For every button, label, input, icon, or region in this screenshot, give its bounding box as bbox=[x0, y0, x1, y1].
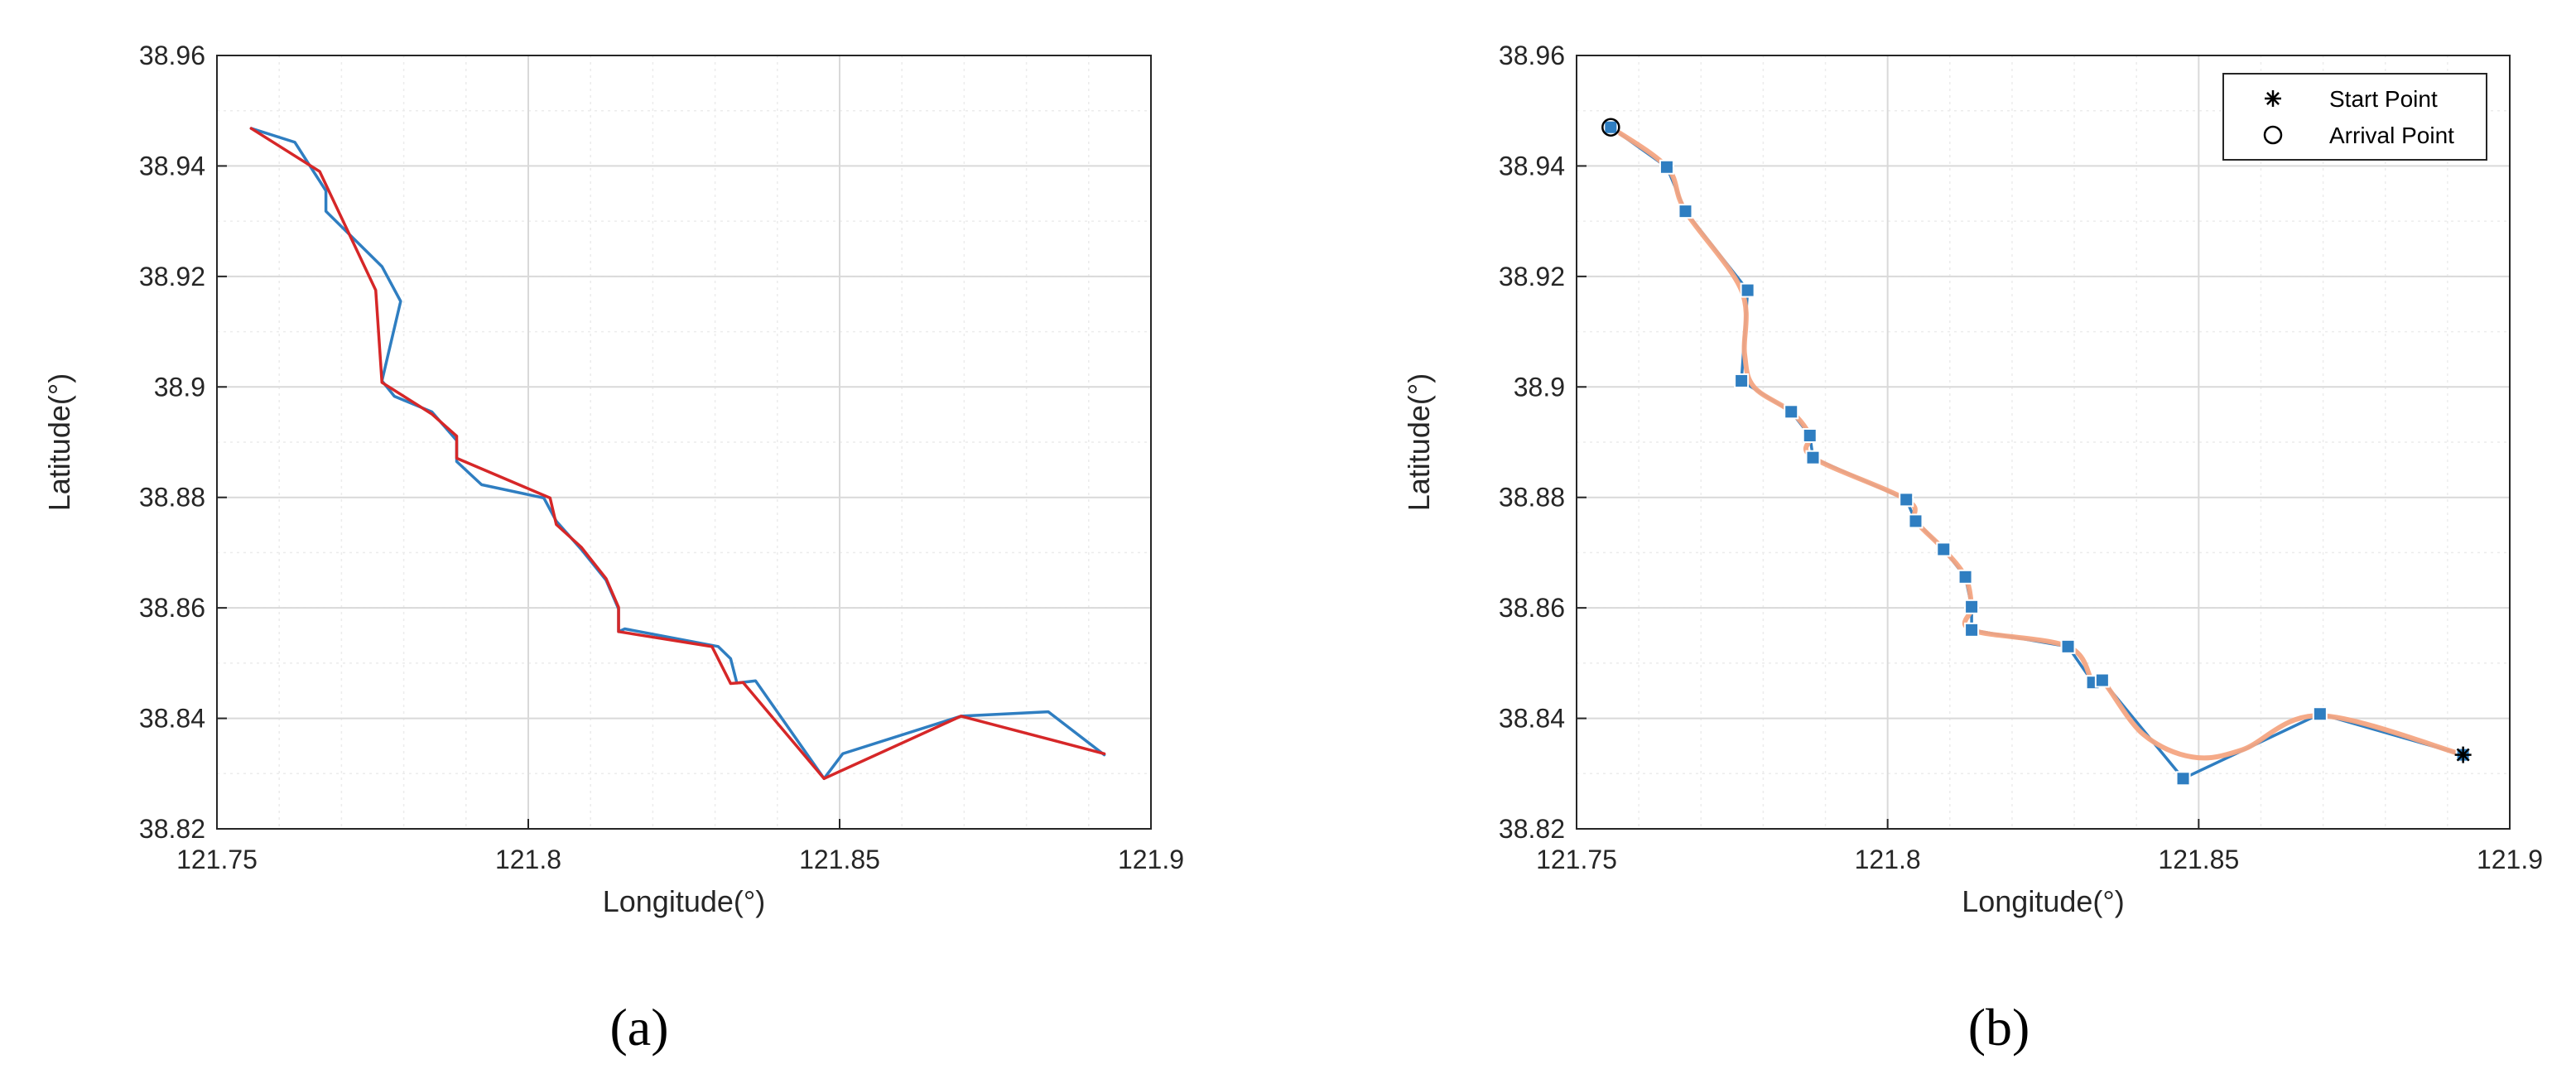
chart-a: 121.75 121.8 121.85 121.9 38.82 38.84 38.86 38.… bbox=[42, 41, 1184, 918]
chart-b-arrival-point-marker bbox=[1601, 118, 1620, 137]
chart-b-series-1-point bbox=[1805, 450, 1821, 465]
chart-b-series-1-point bbox=[1603, 119, 1619, 135]
chart-a-axes-box bbox=[216, 55, 1152, 830]
chart-b-legend: Start Point Arrival Point bbox=[2222, 73, 2487, 161]
chart-b-y-tick-label: 38.94 bbox=[1499, 151, 1565, 181]
chart-b-y-tick-label: 38.82 bbox=[1499, 814, 1565, 844]
chart-b-series-1-point bbox=[2175, 771, 2191, 787]
chart-a-y-tick-label: 38.84 bbox=[139, 704, 205, 734]
chart-a-series-1-line bbox=[249, 127, 1106, 781]
chart-b-start-point-marker bbox=[2454, 746, 2472, 763]
chart-b-series-1-point bbox=[1964, 622, 1980, 638]
chart-a-x-tick-label: 121.85 bbox=[799, 845, 880, 874]
chart-a-y-tick-label: 38.9 bbox=[154, 372, 205, 402]
chart-a-y-tick-label: 38.94 bbox=[139, 151, 205, 181]
chart-b-series-1-point bbox=[1899, 492, 1914, 508]
chart-a-y-tick-label: 38.82 bbox=[139, 814, 205, 844]
chart-b-y-tick-label: 38.84 bbox=[1499, 704, 1565, 734]
chart-b-series-1-point bbox=[1784, 404, 1799, 420]
chart-a-y-tick-label: 38.92 bbox=[139, 262, 205, 291]
chart-a-x-tick-label: 121.8 bbox=[495, 845, 561, 874]
chart-b-series-1-point bbox=[1678, 204, 1693, 219]
chart-b-x-axis-label: Longitude(°) bbox=[1962, 884, 2125, 918]
chart-b-legend-asterisk-marker bbox=[2265, 90, 2281, 107]
chart-b-series-2-line bbox=[1608, 124, 2466, 761]
chart-a-y-tick-label: 38.86 bbox=[139, 593, 205, 623]
chart-b-series-1-point bbox=[1734, 373, 1750, 388]
chart-b-legend-label: Start Point bbox=[2329, 86, 2438, 112]
panel-label-b: (b) bbox=[1968, 998, 2030, 1057]
chart-b-series-1-point bbox=[1802, 427, 1818, 443]
chart-b-series-1-point bbox=[1936, 542, 1952, 557]
panel-label-a: (a) bbox=[609, 998, 668, 1057]
chart-b-series-1-point bbox=[2094, 672, 2110, 688]
chart-b-y-tick-label: 38.88 bbox=[1499, 483, 1565, 513]
chart-b-series-1-point bbox=[1740, 282, 1755, 298]
chart-b: 121.75 121.8 121.85 121.9 38.82 38.84 38.86 38.… bbox=[1402, 41, 2543, 918]
chart-b-y-tick-label: 38.86 bbox=[1499, 593, 1565, 623]
chart-a-x-tick-label: 121.9 bbox=[1118, 845, 1184, 874]
chart-b-series-1-line bbox=[1609, 125, 2465, 781]
chart-b-x-tick-label: 121.8 bbox=[1855, 845, 1921, 874]
chart-b-series-1-point bbox=[2312, 706, 2328, 722]
chart-b-y-axis-label: Latitude(°) bbox=[1402, 373, 1436, 511]
chart-b-series-1-point bbox=[1908, 513, 1924, 529]
chart-b-series-1-point bbox=[1659, 159, 1674, 175]
chart-a-series-2-line bbox=[249, 127, 1106, 781]
chart-b-x-tick-label: 121.85 bbox=[2158, 845, 2239, 874]
chart-b-legend-box bbox=[2222, 73, 2487, 161]
chart-a-x-axis-label: Longitude(°) bbox=[603, 884, 766, 918]
chart-b-series-1-point bbox=[1964, 599, 1980, 614]
chart-b-legend-circle-marker bbox=[2263, 125, 2283, 145]
chart-b-y-tick-label: 38.96 bbox=[1499, 41, 1565, 70]
chart-b-y-tick-label: 38.92 bbox=[1499, 262, 1565, 291]
chart-b-legend-asterisk-stroke bbox=[2266, 92, 2280, 105]
chart-a-y-tick-label: 38.96 bbox=[139, 41, 205, 70]
chart-b-y-tick-label: 38.9 bbox=[1514, 372, 1565, 402]
chart-a-y-axis-label: Latitude(°) bbox=[42, 373, 76, 511]
chart-b-x-tick-label: 121.75 bbox=[1536, 845, 1617, 874]
chart-b-series-1-point bbox=[2060, 638, 2076, 654]
chart-a-y-tick-label: 38.88 bbox=[139, 483, 205, 513]
chart-b-start-point-stroke bbox=[2456, 748, 2470, 762]
chart-b-axes-box bbox=[1576, 55, 2511, 830]
chart-b-x-tick-label: 121.9 bbox=[2477, 845, 2543, 874]
chart-b-legend-label: Arrival Point bbox=[2329, 123, 2454, 148]
chart-b-series-1-point bbox=[1957, 569, 1973, 585]
chart-a-x-tick-label: 121.75 bbox=[176, 845, 258, 874]
